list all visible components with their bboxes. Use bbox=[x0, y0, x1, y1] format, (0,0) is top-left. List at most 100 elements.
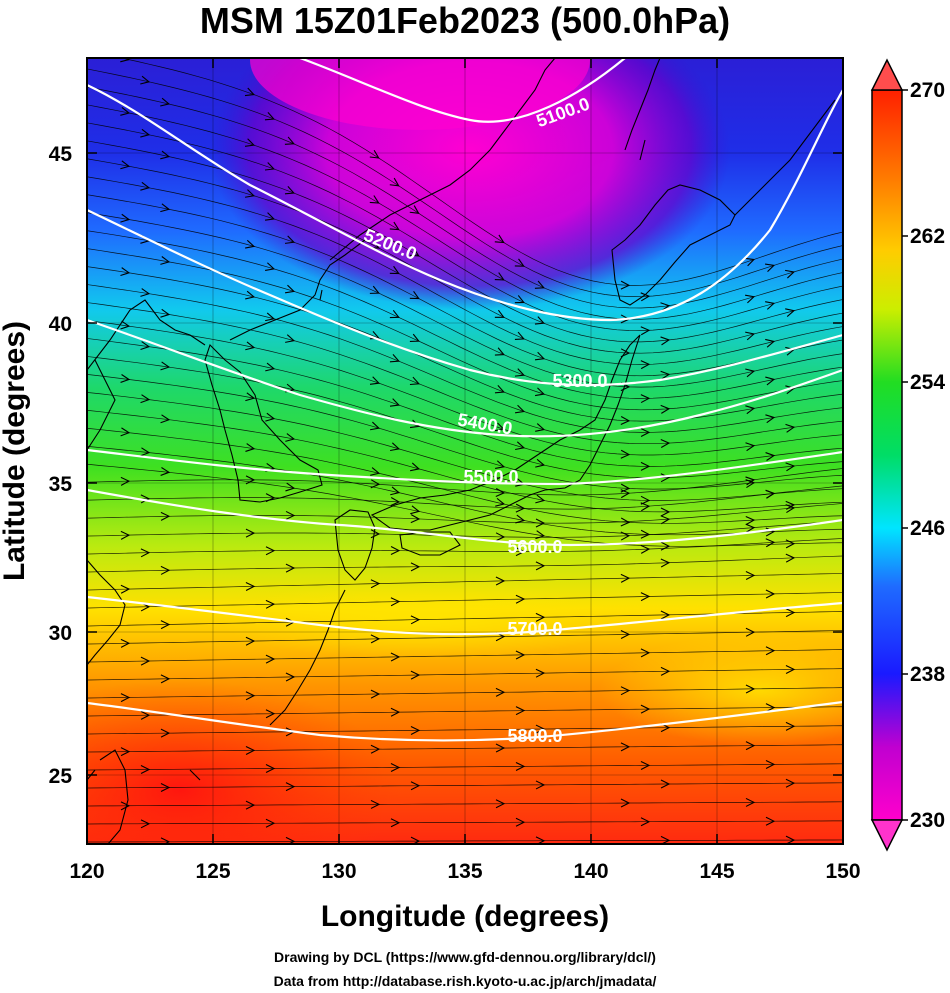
wind-arrow bbox=[265, 412, 276, 422]
wind-arrow bbox=[245, 475, 256, 485]
wind-arrow bbox=[140, 819, 151, 829]
wind-arrow bbox=[160, 361, 171, 371]
wind-arrow bbox=[620, 742, 631, 752]
wind-arrow bbox=[160, 674, 171, 684]
wind-arrow bbox=[640, 760, 651, 770]
wind-arrow bbox=[245, 636, 256, 646]
streamline bbox=[87, 668, 843, 681]
contour-5500 bbox=[87, 448, 843, 486]
streamline bbox=[119, 58, 843, 286]
wind-arrow bbox=[160, 783, 171, 793]
wind-arrow bbox=[120, 584, 131, 594]
wind-arrow bbox=[514, 368, 526, 377]
wind-arrow bbox=[369, 195, 380, 204]
wind-arrow bbox=[745, 442, 756, 452]
streamline bbox=[87, 212, 843, 388]
wind-arrow bbox=[246, 856, 254, 864]
x-tick-label: 140 bbox=[573, 860, 608, 883]
wind-arrow bbox=[765, 414, 776, 424]
wind-arrow bbox=[369, 150, 380, 159]
streamline bbox=[87, 555, 843, 573]
wind-arrow bbox=[285, 672, 296, 682]
colorbar-tick-label: 230 bbox=[910, 809, 945, 832]
streamline bbox=[87, 520, 843, 538]
y-tick-label: 45 bbox=[49, 143, 73, 166]
wind-arrow bbox=[745, 476, 756, 486]
wind-arrow bbox=[410, 562, 421, 572]
streamline bbox=[87, 427, 843, 524]
wind-arrow bbox=[535, 612, 546, 622]
x-tick-labels: 120 125 130 135 140 145 150 bbox=[69, 860, 860, 883]
wind-arrow bbox=[285, 836, 296, 844]
wind-arrow bbox=[120, 58, 131, 63]
wind-arrow bbox=[244, 189, 256, 198]
wind-arrow bbox=[410, 725, 421, 735]
wind-arrow bbox=[535, 518, 546, 528]
streamline bbox=[87, 392, 843, 501]
map-title: MSM 15Z01Feb2023 (500.0hPa) bbox=[200, 0, 730, 41]
wind-arrow bbox=[660, 370, 671, 380]
streamline bbox=[87, 140, 843, 343]
wind-arrow bbox=[495, 497, 506, 507]
wind-arrow bbox=[765, 538, 776, 548]
wind-arrow bbox=[765, 703, 776, 713]
wind-arrow bbox=[496, 855, 504, 863]
wind-arrow bbox=[765, 646, 776, 656]
wind-arrow bbox=[140, 394, 151, 404]
streamline bbox=[87, 782, 843, 789]
wind-arrow bbox=[535, 423, 546, 432]
wind-arrow bbox=[765, 816, 776, 826]
hokkaido-coast bbox=[611, 184, 736, 306]
wind-arrow bbox=[494, 385, 506, 394]
wind-arrow bbox=[409, 333, 420, 342]
wind-arrow bbox=[660, 515, 671, 525]
wind-arrow bbox=[160, 467, 171, 476]
wind-arrow bbox=[640, 592, 651, 602]
y-tick-label: 40 bbox=[49, 313, 72, 336]
wind-arrow bbox=[660, 507, 671, 517]
wind-arrow bbox=[264, 212, 276, 221]
wind-arrow bbox=[120, 476, 131, 486]
yellow-region-east bbox=[600, 635, 843, 745]
wind-arrow bbox=[369, 376, 381, 385]
wind-arrow bbox=[640, 292, 651, 302]
wind-arrow bbox=[514, 331, 525, 340]
y-axis-label: Latitude (degrees) bbox=[0, 321, 31, 581]
wind-arrow bbox=[620, 630, 631, 639]
x-tick-label: 130 bbox=[321, 860, 356, 883]
wind-arrow bbox=[785, 500, 796, 510]
wind-arrow bbox=[390, 497, 401, 506]
wind-arrow bbox=[515, 650, 526, 660]
colorbar-min-triangle bbox=[870, 819, 904, 852]
wind-arrow bbox=[620, 280, 631, 290]
wind-arrow bbox=[640, 704, 651, 714]
streamline bbox=[87, 725, 843, 735]
streamline bbox=[87, 356, 843, 479]
wind-arrow bbox=[285, 510, 296, 520]
wind-arrow bbox=[660, 439, 671, 448]
wind-arrow bbox=[120, 107, 131, 116]
colorbar: 270 262 254 246 238 230 bbox=[870, 58, 945, 852]
wind-arrow bbox=[245, 341, 256, 351]
streamline bbox=[87, 374, 843, 490]
wind-arrow bbox=[265, 312, 276, 322]
y-tick-label: 30 bbox=[49, 622, 72, 645]
wind-arrow bbox=[389, 354, 400, 363]
wind-arrow bbox=[245, 392, 256, 402]
wind-arrow bbox=[495, 743, 506, 753]
china-coast bbox=[87, 299, 206, 666]
wind-arrow bbox=[120, 693, 131, 703]
cold-core bbox=[210, 58, 730, 310]
streamline bbox=[87, 284, 843, 433]
wind-arrow bbox=[245, 582, 256, 592]
wind-arrow bbox=[389, 398, 401, 407]
wind-arrow bbox=[264, 111, 275, 121]
contour-label-5700: 5700.0 bbox=[507, 619, 562, 639]
wind-arrow bbox=[785, 308, 796, 317]
wind-arrow bbox=[140, 765, 151, 775]
warm-region bbox=[87, 680, 400, 844]
korea-peninsula-coast bbox=[204, 343, 323, 503]
plot-area: 5100.0 5200.0 5300.0 5400.0 5500.0 5600.… bbox=[87, 58, 843, 864]
streamline bbox=[87, 302, 843, 445]
